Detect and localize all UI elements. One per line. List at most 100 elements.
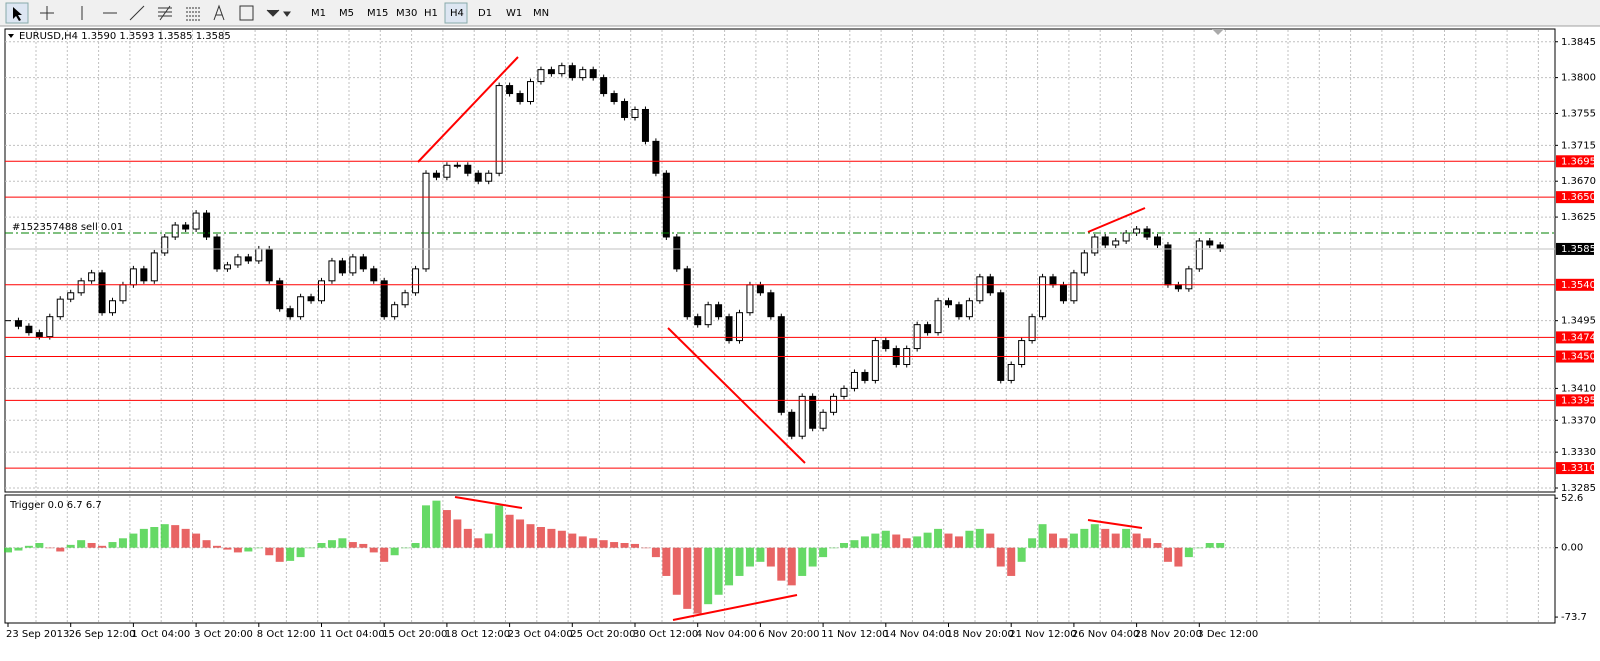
x-tick-label: 23 Sep 2013 (6, 629, 69, 640)
histogram-bar (233, 547, 242, 553)
candle (98, 272, 106, 314)
y-tick-label: 1.3755 (1561, 108, 1596, 119)
histogram-bar (474, 538, 483, 548)
candle (871, 340, 879, 381)
histogram-bar (1038, 524, 1047, 548)
candle (589, 69, 597, 79)
timeframe-button[interactable]: H1 (424, 8, 438, 19)
candle (506, 85, 514, 95)
histogram-bar (181, 528, 190, 548)
x-tick-label: 14 Nov 04:00 (884, 629, 951, 640)
candle (265, 248, 273, 282)
histogram-bar (578, 536, 587, 548)
histogram-bar (892, 534, 901, 548)
histogram-bar (129, 533, 138, 548)
histogram-bar (777, 547, 786, 581)
x-tick-label: 15 Oct 20:00 (382, 629, 447, 640)
candle (338, 260, 346, 274)
x-tick-label: 26 Sep 12:00 (69, 629, 136, 640)
timeframe-button[interactable]: M30 (396, 8, 417, 19)
candle (370, 268, 378, 282)
level-label: 1.3650 (1561, 192, 1596, 203)
histogram-bar (139, 528, 148, 548)
candle (422, 172, 430, 270)
timeframe-button[interactable]: M1 (311, 8, 326, 19)
channel-button[interactable] (158, 5, 172, 21)
candle (129, 268, 137, 286)
candle (56, 298, 64, 318)
candle (359, 256, 367, 270)
timeframe-button[interactable]: H4 (450, 8, 464, 19)
candle (1154, 236, 1161, 246)
histogram-bar (944, 533, 953, 548)
candle (307, 296, 315, 302)
candle (1133, 228, 1141, 234)
candle (192, 212, 200, 230)
label-button[interactable] (239, 5, 254, 21)
candle (641, 108, 649, 142)
candle (662, 172, 670, 238)
histogram-bar (516, 519, 525, 548)
histogram-bar (641, 547, 650, 549)
timeframe-button[interactable]: D1 (478, 8, 492, 19)
arrows-button[interactable] (266, 9, 291, 17)
candle (77, 280, 85, 294)
candle (223, 264, 231, 270)
y-tick-label: 52.6 (1561, 493, 1583, 504)
candle (830, 395, 838, 413)
histogram-bar (171, 525, 180, 548)
text-button[interactable] (213, 4, 225, 21)
y-tick-label: 1.3495 (1561, 316, 1596, 327)
histogram-bar (1090, 524, 1099, 548)
histogram-bar (589, 538, 598, 548)
trendline-button[interactable] (129, 5, 145, 21)
main-panel (4, 28, 1556, 493)
candle (380, 280, 388, 318)
candle (736, 312, 743, 342)
level-label-bg (1556, 331, 1594, 344)
x-tick-label: 23 Oct 04:00 (508, 629, 573, 640)
y-tick-label: 1.3410 (1561, 383, 1596, 394)
histogram-bar (24, 545, 33, 548)
histogram-bar (160, 524, 169, 548)
timeframe-button[interactable]: M15 (367, 8, 388, 19)
candle (109, 300, 116, 314)
candle (850, 371, 858, 389)
histogram-bar (568, 533, 577, 548)
histogram-bar (1163, 547, 1172, 562)
histogram-bar (798, 547, 807, 576)
candle (631, 108, 639, 118)
last-price-bg (1556, 242, 1594, 255)
level-label: 1.3450 (1561, 352, 1596, 363)
candle (1216, 244, 1224, 250)
fibo-button[interactable] (186, 7, 200, 21)
candle (1174, 284, 1182, 290)
candle (1059, 284, 1067, 302)
histogram-bar (14, 547, 23, 551)
level-label: 1.3310 (1561, 463, 1596, 474)
candle (485, 172, 493, 182)
toolbar-bg (0, 0, 1600, 26)
level-label-bg (1556, 394, 1594, 407)
histogram-bar (265, 547, 274, 556)
candle (150, 252, 158, 282)
histogram-bar (871, 533, 880, 548)
timeframe-button[interactable]: MN (533, 8, 549, 19)
timeframe-button[interactable]: M5 (339, 8, 354, 19)
x-tick-label: 3 Dec 12:00 (1197, 629, 1258, 640)
timeframe-button[interactable]: W1 (506, 8, 522, 19)
candle (453, 164, 461, 167)
candle (882, 340, 890, 350)
candle (621, 101, 629, 118)
candle (14, 320, 22, 327)
histogram-bar (526, 524, 535, 548)
crosshair-button[interactable] (40, 6, 54, 20)
candle (1164, 244, 1172, 286)
candle (161, 236, 169, 254)
histogram-bar (401, 547, 410, 549)
candle (35, 332, 43, 338)
symbol-menu[interactable] (8, 34, 14, 38)
x-tick-label: 11 Nov 12:00 (821, 629, 888, 640)
histogram-bar (850, 540, 859, 548)
